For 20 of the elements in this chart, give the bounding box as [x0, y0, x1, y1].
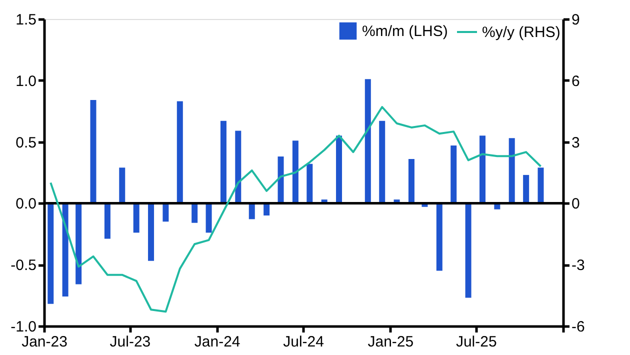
- y2-tick-label: -3: [572, 257, 585, 274]
- y2-tick-label: 0: [572, 196, 580, 213]
- x-tick-label: Jan-23: [22, 334, 68, 350]
- legend-label: %y/y (RHS): [482, 24, 560, 41]
- y-tick-label: 0.0: [16, 196, 36, 213]
- x-tick-label: Jan-25: [368, 334, 414, 350]
- x-tick-label: Jul-24: [283, 334, 324, 350]
- legend-label: %m/m (LHS): [362, 23, 448, 40]
- x-tick-label: Jul-25: [456, 334, 497, 350]
- y2-tick-label: -6: [572, 318, 585, 336]
- x-tick-label: Jul-23: [110, 334, 151, 350]
- y-tick-label: -0.5: [10, 257, 36, 274]
- y-tick-label: -1.0: [10, 318, 36, 336]
- y-tick-label: 1.5: [16, 12, 36, 28]
- y2-tick-label: 9: [572, 12, 580, 28]
- y-tick-label: 0.5: [16, 134, 36, 152]
- y2-tick-label: 3: [572, 134, 580, 152]
- y2-tick-label: 6: [572, 72, 580, 90]
- x-tick-label: Jan-24: [194, 334, 240, 350]
- y-tick-label: 1.0: [16, 72, 36, 90]
